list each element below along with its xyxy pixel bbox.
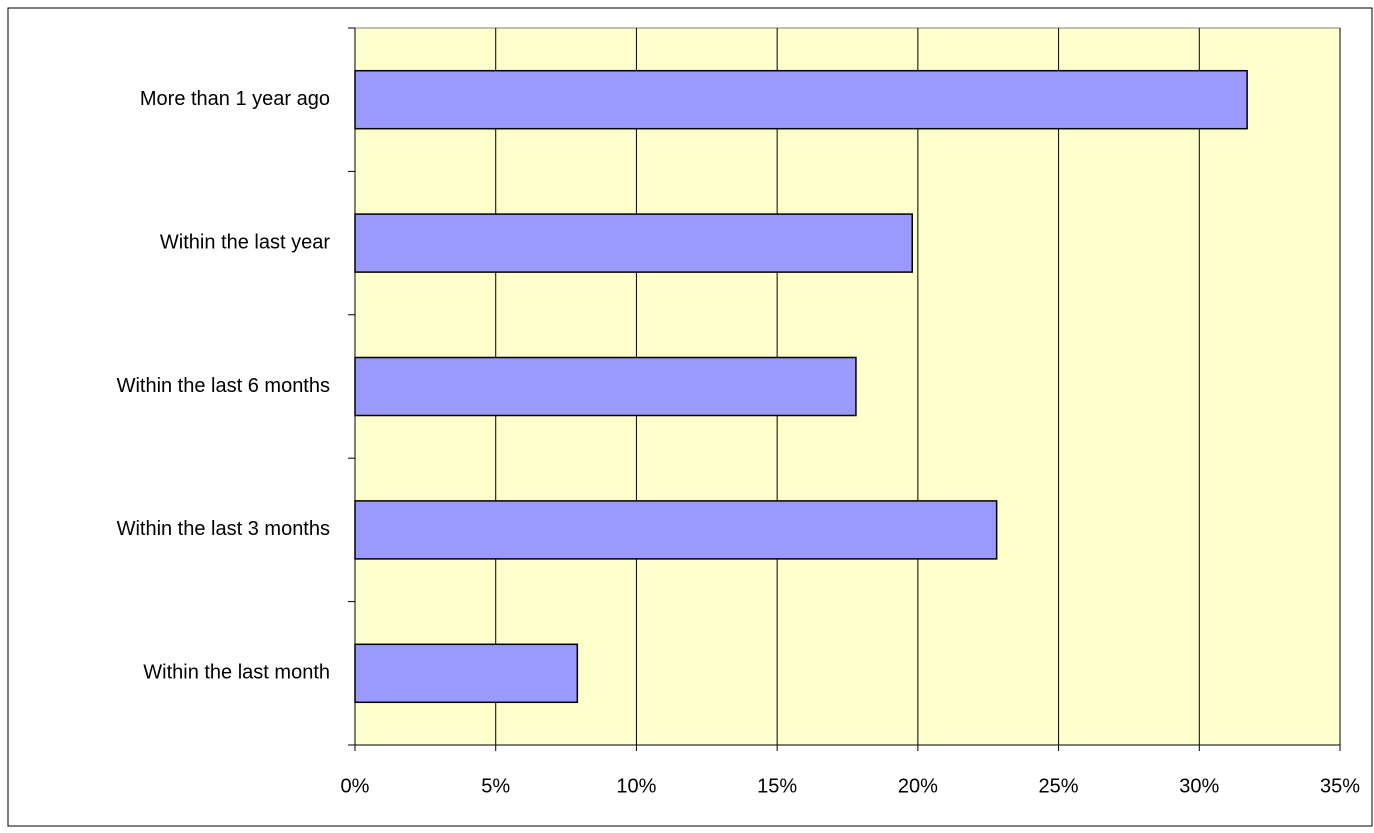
bar bbox=[354, 356, 857, 417]
x-tick-label: 15% bbox=[757, 775, 797, 797]
y-tick-label: More than 1 year ago bbox=[140, 88, 330, 110]
x-tick-label: 20% bbox=[898, 775, 938, 797]
x-tick-label: 25% bbox=[1039, 775, 1079, 797]
x-tick-label: 5% bbox=[481, 775, 510, 797]
bar bbox=[354, 69, 1248, 130]
bar bbox=[354, 643, 579, 704]
x-tick-label: 30% bbox=[1179, 775, 1219, 797]
x-tick-label: 10% bbox=[616, 775, 656, 797]
x-tick-label: 35% bbox=[1320, 775, 1360, 797]
y-tick-label: Within the last year bbox=[160, 231, 330, 253]
bar bbox=[354, 213, 913, 273]
x-tick-label: 0% bbox=[341, 775, 370, 797]
y-tick-label: Within the last 6 months bbox=[117, 375, 330, 397]
y-tick-label: Within the last 3 months bbox=[117, 518, 330, 540]
y-tick-label: Within the last month bbox=[143, 662, 330, 684]
bar bbox=[354, 500, 998, 560]
